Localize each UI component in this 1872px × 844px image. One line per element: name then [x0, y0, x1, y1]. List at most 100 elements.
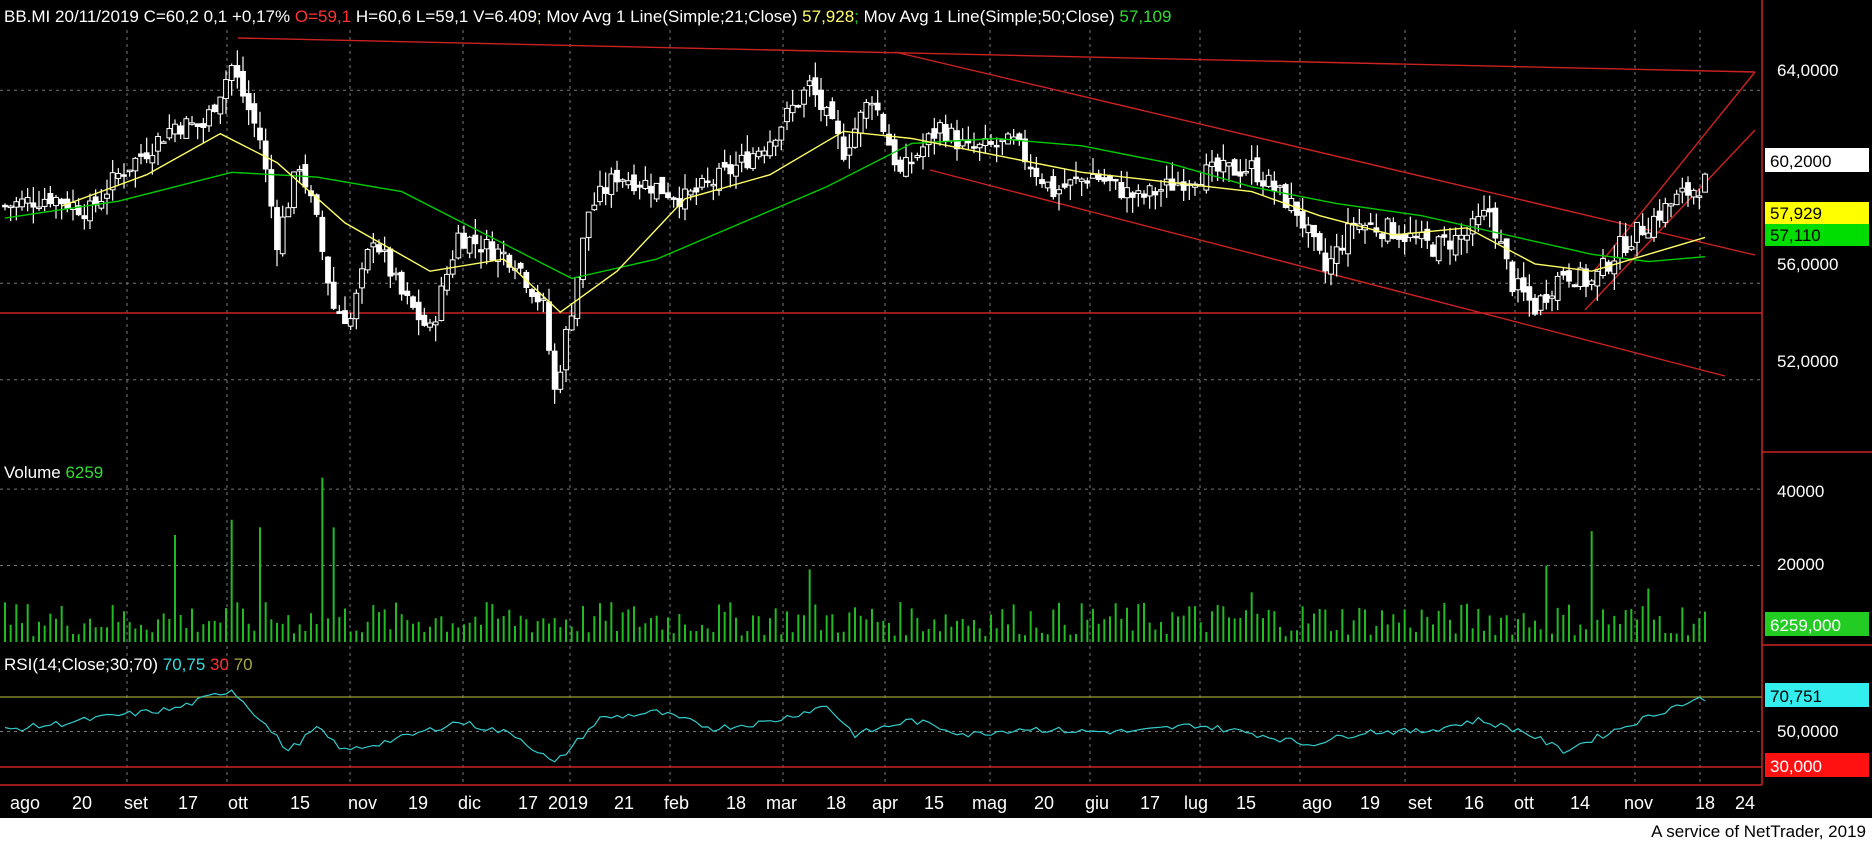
candle-body — [1050, 176, 1057, 198]
rsi-line — [4, 689, 1706, 763]
candle-body — [1260, 180, 1266, 187]
candle-body — [1532, 297, 1538, 315]
candle-body — [846, 147, 853, 156]
candle-body — [931, 128, 938, 139]
candle-body — [138, 153, 144, 157]
candle-body — [234, 65, 241, 78]
candle-body — [835, 120, 841, 135]
candle-body — [1061, 183, 1068, 188]
candle-body — [971, 146, 977, 149]
trendline-rising-lower[interactable] — [1584, 129, 1756, 311]
x-axis-labels: ago 20 set 17 ott 15 nov 19 dic 17 2019 21 feb 18 mar 1… — [10, 793, 1755, 813]
x-axis-label: apr — [872, 793, 898, 813]
ma21-line — [61, 130, 1706, 314]
candle-body — [653, 182, 660, 200]
candle-body — [1073, 176, 1079, 180]
candle-body — [750, 153, 756, 169]
candle-body — [636, 184, 643, 188]
candle-body — [1702, 173, 1708, 193]
candle-body — [1056, 189, 1062, 195]
header-change: 0,1 — [204, 7, 228, 26]
x-axis-label: 14 — [1570, 793, 1590, 813]
volume-tick-20000: 20000 — [1777, 555, 1824, 574]
candle-body — [472, 234, 479, 245]
candle-body — [36, 206, 42, 210]
badge-rsi: 70,751 — [1765, 683, 1869, 707]
candle-body — [353, 292, 360, 320]
candle-body — [1226, 162, 1232, 167]
header-change-pct: +0,17% — [232, 7, 290, 26]
x-axis-label: dic — [458, 793, 481, 813]
candle-body — [1067, 179, 1074, 186]
candle-body — [461, 232, 467, 249]
candle-body — [716, 167, 722, 191]
candle-body — [727, 164, 734, 175]
candle-body — [177, 125, 184, 135]
candle-body — [291, 171, 297, 209]
candle-body — [886, 133, 892, 146]
candle-body — [999, 139, 1006, 143]
candle-body — [104, 193, 110, 199]
badge-close: 60,2000 — [1765, 148, 1869, 172]
candle-body — [1243, 170, 1249, 174]
header-ma21-label: Mov Avg 1 Line(Simple;21;Close) — [546, 7, 797, 26]
candle-body — [47, 193, 54, 205]
candle-body — [591, 204, 598, 211]
volume-bars — [4, 477, 1706, 642]
candle-body — [1328, 258, 1334, 275]
candle-body — [87, 200, 93, 222]
candle-body — [1696, 195, 1703, 198]
candle-body — [693, 187, 700, 193]
candle-body — [1435, 236, 1442, 262]
candle-body — [897, 159, 904, 172]
trendline-top[interactable] — [237, 37, 1756, 73]
rsi-low: 30 — [210, 655, 229, 674]
candle-body — [540, 298, 547, 301]
candle-body — [359, 268, 365, 289]
candle-body — [801, 89, 807, 105]
candle-body — [1169, 178, 1176, 191]
candle-body — [1622, 236, 1629, 254]
header-ma50-label: Mov Avg 1 Line(Simple;50;Close) — [864, 7, 1115, 26]
candle-body — [1016, 133, 1023, 141]
candle-body — [166, 128, 173, 139]
trendline-channel-lower[interactable] — [929, 169, 1726, 377]
candle-body — [1214, 157, 1221, 172]
candle-body — [1690, 189, 1697, 198]
candle-body — [1305, 224, 1312, 234]
candle-body — [1299, 211, 1306, 229]
candle-body — [109, 172, 116, 191]
candle-body — [942, 124, 949, 143]
candle-body — [914, 155, 921, 159]
candle-body — [648, 185, 654, 194]
candle-body — [642, 179, 649, 189]
candle-body — [880, 113, 887, 132]
candle-body — [387, 248, 394, 277]
candle-body — [1044, 181, 1051, 189]
candle-body — [1492, 207, 1499, 239]
candle-body — [1220, 159, 1227, 173]
candle-body — [1662, 202, 1669, 223]
candle-body — [1345, 223, 1351, 255]
header-high: H=60,6 — [356, 7, 411, 26]
x-axis-label: lug — [1184, 793, 1208, 813]
trendline-channel-upper[interactable] — [894, 51, 1756, 256]
candle-body — [869, 102, 875, 106]
candle-body — [988, 141, 994, 145]
candle-body — [1651, 215, 1657, 238]
x-axis-label: 20 — [72, 793, 92, 813]
rsi-label: RSI(14;Close;30;70) — [4, 655, 158, 674]
candle-body — [98, 201, 105, 209]
candle-body — [1458, 234, 1465, 240]
candle-body — [733, 164, 739, 177]
candle-body — [1673, 193, 1680, 206]
candle-body — [432, 321, 439, 326]
header-open: O=59,1 — [295, 7, 351, 26]
volume-tick-40000: 40000 — [1777, 482, 1824, 501]
candle-body — [240, 70, 246, 97]
candle-body — [1526, 286, 1533, 301]
trendlines[interactable] — [0, 37, 1762, 377]
footer-bar — [0, 818, 1872, 844]
